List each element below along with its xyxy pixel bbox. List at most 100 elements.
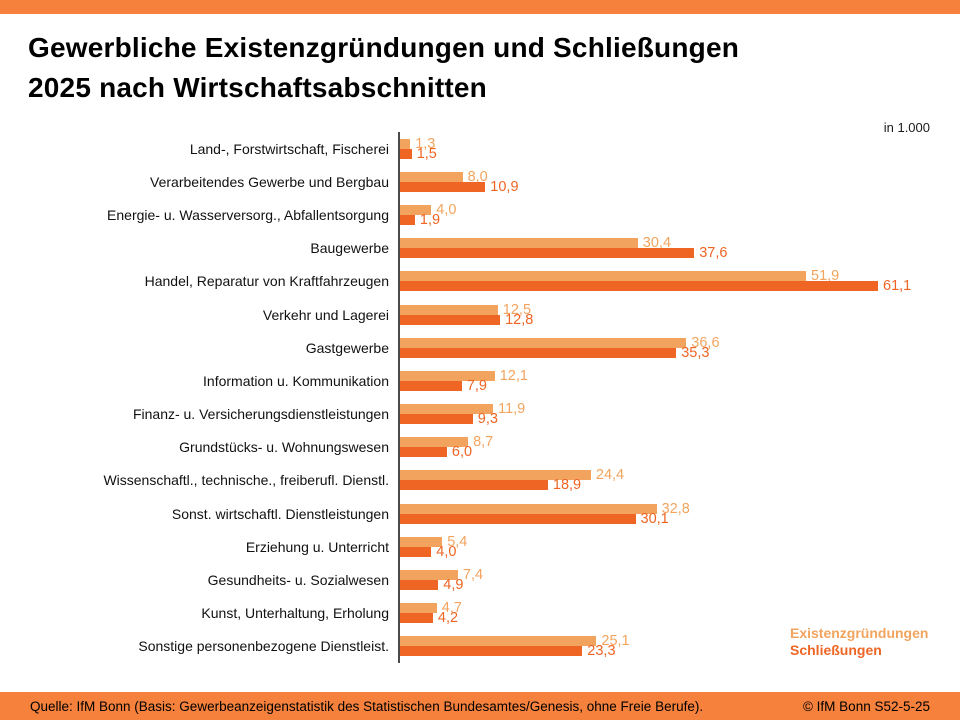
legend: Existenzgründungen Schließungen [790,625,928,659]
bar-line-existenzgruendungen: 12,5 [400,302,930,317]
bar-line-schliessungen: 4,0 [400,543,930,560]
bar-line-schliessungen: 18,9 [400,477,930,494]
bar-line-schliessungen: 9,3 [400,412,930,426]
source-note: Quelle: IfM Bonn (Basis: Gewerbeanzeigen… [30,698,704,714]
bar-line-schliessungen: 35,3 [400,344,930,361]
value-label-existenzgruendungen: 36,6 [691,334,720,351]
bar-line-schliessungen: 37,6 [400,245,930,262]
bar-line-existenzgruendungen: 4,7 [400,601,930,615]
top-accent-stripe [0,0,960,14]
value-label-schliessungen: 23,3 [587,643,616,660]
bar-line-schliessungen: 1,9 [400,211,930,228]
bar-line-schliessungen: 7,9 [400,377,930,394]
bar-schliessungen [400,281,878,292]
value-label-existenzgruendungen: 7,4 [462,567,484,584]
bar-existenzgruendungen [400,271,806,282]
bar-existenzgruendungen [400,204,432,215]
bar-pair: 1,3 1,5 [398,132,930,166]
value-label-existenzgruendungen: 25,1 [601,633,630,650]
bar-pair: 8,0 10,9 [398,165,930,199]
value-label-existenzgruendungen: 5,4 [447,533,468,550]
bar-line-existenzgruendungen: 32,8 [400,501,930,516]
bar-existenzgruendungen [400,238,638,249]
chart-row: Information u. Kommunikation 12,1 7,9 [0,364,930,398]
bar-pair: 32,8 30,1 [398,497,930,531]
bar-line-existenzgruendungen: 24,4 [400,468,930,483]
bar-pair: 8,7 6,0 [398,430,930,464]
value-label-schliessungen: 61,1 [883,278,912,295]
bar-existenzgruendungen [400,370,495,381]
bar-line-schliessungen: 61,1 [400,278,930,295]
bar-pair: 7,4 4,9 [398,563,930,597]
chart-row: Sonst. wirtschaftl. Dienstleistungen 32,… [0,497,930,531]
value-label-schliessungen: 7,9 [466,377,487,394]
category-label: Gesundheits- u. Sozialwesen [207,572,389,589]
bar-pair: 12,1 7,9 [398,364,930,398]
chart-row: Finanz- u. Versicherungsdienstleistungen… [0,397,930,431]
bar-existenzgruendungen [400,304,498,315]
legend-item-existenzgruendungen: Existenzgründungen [790,625,929,641]
chart-row: Verkehr und Lagerei 12,5 12,8 [0,297,930,332]
bar-existenzgruendungen [400,470,591,481]
bar-schliessungen [400,347,677,358]
bar-existenzgruendungen [400,404,494,415]
bar-schliessungen [400,414,473,425]
footer-bar: Quelle: IfM Bonn (Basis: Gewerbeanzeigen… [0,692,960,720]
value-label-existenzgruendungen: 30,4 [642,235,672,252]
chart-row: Kunst, Unterhaltung, Erholung 4,7 4,2 [0,596,930,630]
bar-pair: 12,5 12,8 [398,297,930,332]
bar-chart: Land-, Forstwirtschaft, Fischerei 1,3 1,… [0,132,930,663]
value-label-schliessungen: 12,8 [505,311,534,328]
category-label: Verarbeitendes Gewerbe und Bergbau [150,173,389,190]
bar-existenzgruendungen [400,171,463,182]
page-title: Gewerbliche Existenzgründungen und Schli… [28,28,739,108]
category-label: Sonstige personenbezogene Dienstleist. [138,638,389,655]
chart-row: Wissenschaftl., technische., freiberufl.… [0,463,930,498]
category-label: Gastgewerbe [305,339,389,356]
bar-line-schliessungen: 1,5 [400,146,930,161]
bar-line-schliessungen: 6,0 [400,445,930,460]
copyright-note: © IfM Bonn S52-5-25 [802,698,930,714]
bar-pair: 25,1 23,3 [398,629,930,663]
category-label: Verkehr und Lagerei [262,306,389,323]
bar-schliessungen [400,181,486,192]
value-label-schliessungen: 35,3 [681,344,710,361]
value-label-schliessungen: 4,2 [437,610,459,627]
bar-schliessungen [400,580,439,591]
bar-existenzgruendungen [400,437,469,448]
category-label: Baugewerbe [310,240,389,257]
bar-existenzgruendungen [400,138,411,149]
chart-rows: Land-, Forstwirtschaft, Fischerei 1,3 1,… [0,132,930,663]
value-label-schliessungen: 1,9 [419,211,441,228]
bar-line-schliessungen: 30,1 [400,511,930,526]
category-label: Information u. Kommunikation [203,372,389,389]
value-label-existenzgruendungen: 8,0 [467,168,488,185]
bar-existenzgruendungen [400,503,657,514]
category-label: Handel, Reparatur von Kraftfahrzeugen [144,273,389,290]
bar-pair: 36,6 35,3 [398,331,930,365]
bar-schliessungen [400,546,432,557]
bar-line-existenzgruendungen: 8,0 [400,168,930,185]
chart-row: Handel, Reparatur von Kraftfahrzeugen 51… [0,264,930,298]
bar-existenzgruendungen [400,337,687,348]
bar-line-existenzgruendungen: 11,9 [400,402,930,416]
value-label-schliessungen: 4,0 [436,543,457,560]
category-label: Grundstücks- u. Wohnungswesen [179,439,389,456]
value-label-schliessungen: 18,9 [552,477,582,494]
chart-row: Land-, Forstwirtschaft, Fischerei 1,3 1,… [0,132,930,166]
bar-line-schliessungen: 23,3 [400,643,930,660]
chart-row: Erziehung u. Unterricht 5,4 4,0 [0,530,930,564]
bar-existenzgruendungen [400,570,458,581]
category-label: Energie- u. Wasserversorg., Abfallentsor… [107,206,389,223]
legend-item-schliessungen: Schließungen [790,642,882,658]
bar-existenzgruendungen [400,536,443,547]
bar-schliessungen [400,480,548,491]
value-label-existenzgruendungen: 51,9 [811,268,840,285]
bar-line-existenzgruendungen: 7,4 [400,567,930,584]
page-title-line1: Gewerbliche Existenzgründungen und Schli… [28,32,740,63]
bar-schliessungen [400,380,462,391]
category-label: Wissenschaftl., technische., freiberufl.… [103,472,389,489]
chart-row: Gastgewerbe 36,6 35,3 [0,331,930,365]
value-label-schliessungen: 37,6 [699,245,728,262]
